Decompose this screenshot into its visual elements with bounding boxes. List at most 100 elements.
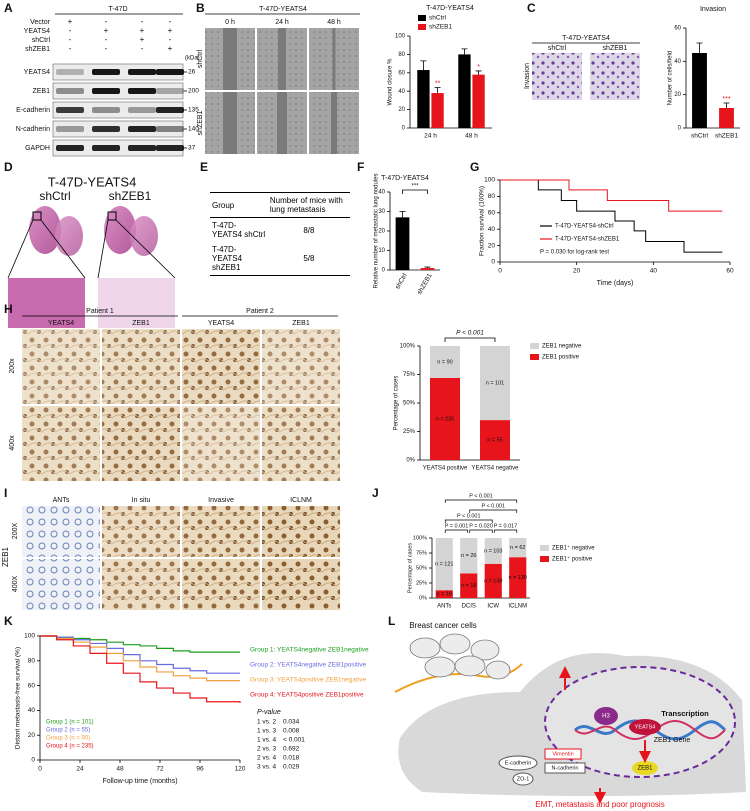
significance: * (477, 64, 480, 71)
condition-sign: + (104, 26, 109, 35)
count-label: n = 235 (436, 416, 455, 422)
zoom-line (97, 219, 109, 279)
time-label: 0 h (225, 19, 235, 26)
invasion-image (590, 53, 640, 100)
panel-label: J (372, 486, 379, 500)
error-bar (399, 211, 406, 218)
band (92, 145, 120, 151)
blot-name: GAPDH (25, 145, 50, 152)
y-tick-label: 50% (403, 401, 416, 407)
y-axis-label: Distant metastasis-free survival (%) (15, 647, 22, 749)
count-label: n = 26 (461, 553, 476, 559)
magnification: 200x (9, 358, 16, 374)
y-tick-label: 75% (403, 372, 416, 378)
bracket (469, 529, 493, 533)
pvalue-value: 0.034 (283, 719, 300, 726)
survival-line (40, 635, 240, 674)
legend-label: shCtrl (429, 15, 447, 22)
bar-segment (484, 563, 502, 598)
zoom-image (8, 278, 85, 328)
y-tick-label: 20 (674, 92, 681, 98)
x-tick-label: 24 h (424, 133, 437, 140)
bar (395, 217, 410, 270)
bar (417, 70, 430, 128)
histone-label: H3 (602, 714, 610, 720)
condition-name: YEATS4 (24, 28, 50, 35)
stain-label: ZEB1 (1, 546, 10, 567)
patient-label: Patient 1 (86, 308, 114, 315)
chart-title: Invasion (700, 6, 726, 13)
stain-label: ZEB1 (132, 320, 150, 327)
y-tick-label: 60 (674, 26, 681, 32)
y-tick-label: 0 (491, 259, 495, 266)
wound-gap (331, 92, 337, 154)
count-label: Group 4 (n = 235) (46, 744, 94, 750)
outcome: EMT, metastasis and poor prognosis (535, 800, 664, 809)
pvalue-value: 0.692 (283, 746, 300, 753)
error-bar (434, 87, 441, 94)
y-tick-label: 40 (378, 190, 385, 196)
blot-name: YEATS4 (24, 69, 50, 76)
count-label: n = 62 (510, 545, 525, 551)
condition-name: shZEB1 (25, 46, 50, 53)
pvalue-value: 0.008 (283, 728, 300, 735)
x-tick-label: 72 (156, 766, 164, 773)
y-tick-label: 30 (378, 209, 385, 215)
bar (719, 108, 734, 128)
marker: E-cadherin (505, 760, 532, 766)
pvalue-value: < 0.001 (283, 737, 305, 744)
legend-swatch (540, 545, 549, 551)
blot-name: ZEB1 (32, 88, 50, 95)
x-tick-label: 40 (650, 268, 658, 275)
y-tick-label: 20 (28, 732, 36, 739)
bar-segment (460, 573, 478, 598)
ihc-image (22, 406, 100, 481)
condition-sign: + (68, 17, 73, 26)
table-header: Group (212, 200, 235, 210)
y-tick-label: 20 (488, 242, 496, 249)
legend-swatch (530, 343, 539, 349)
y-tick-label: 100 (484, 177, 495, 184)
comparison: P = 0.017 (494, 523, 518, 529)
x-tick-label: shZEB1 (416, 272, 434, 296)
table-cell: 5/8 (303, 254, 315, 263)
legend-label: shZEB1 (429, 24, 453, 31)
bracket (469, 509, 518, 513)
ihc-image (182, 559, 260, 610)
band (156, 145, 184, 151)
kda-value: 200 (188, 88, 199, 95)
legend-swatch (418, 15, 426, 21)
cell-cluster (409, 633, 511, 680)
count-label: n = 55 (487, 438, 502, 444)
marker-shape (544, 762, 586, 774)
condition-sign: + (168, 26, 173, 35)
condition-sign: - (69, 26, 72, 35)
y-tick-label: 0 (382, 268, 386, 274)
panel-label: A (4, 1, 13, 15)
wound-gap (277, 92, 287, 154)
zoom-box (107, 211, 117, 221)
condition-sign: - (69, 44, 72, 53)
y-tick-label: 40 (398, 89, 405, 95)
pvalue-value: 0.018 (283, 755, 300, 762)
bar-segment (509, 557, 527, 598)
count-label: n = 101 (486, 381, 505, 387)
y-axis-label: Wound closure % (388, 58, 394, 106)
lung-image (55, 216, 83, 256)
ihc-image (22, 559, 100, 610)
bracket (444, 499, 518, 503)
kda-value: 26 (188, 69, 196, 76)
condition-sign: - (105, 17, 108, 26)
band (56, 107, 84, 113)
y-tick-label: 60 (398, 70, 405, 76)
bar-segment (484, 538, 502, 564)
bar-segment (480, 420, 510, 460)
ihc-image (102, 406, 180, 481)
y-tick-label: 0 (31, 757, 35, 764)
legend-label: ZEB1 negative (542, 344, 582, 350)
zoom-line (115, 219, 176, 279)
wound-gap (332, 28, 336, 90)
x-tick-label: shCtrl (691, 133, 709, 140)
error-bar (723, 102, 730, 108)
stage-label: Invasive (208, 497, 234, 504)
